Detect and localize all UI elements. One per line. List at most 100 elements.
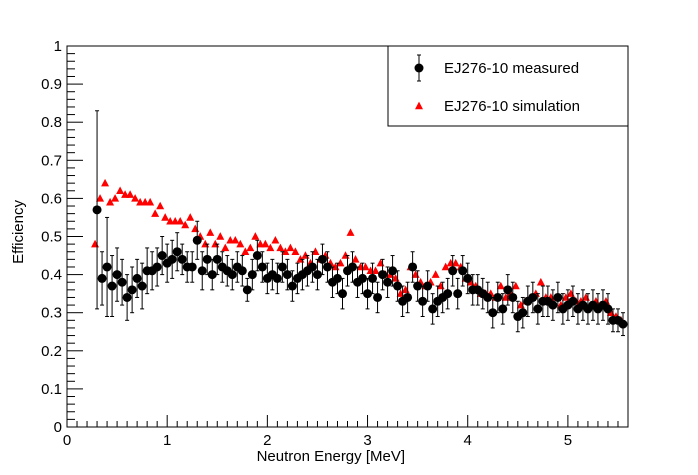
measured-point [418, 285, 428, 318]
measured-point [132, 258, 142, 298]
measured-marker [137, 281, 147, 291]
simulation-point [301, 251, 310, 259]
measured-marker [553, 292, 563, 302]
x-axis-title: Neutron Energy [MeV] [257, 448, 405, 465]
simulation-point [536, 277, 545, 286]
measured-point [312, 258, 322, 291]
measured-point [568, 285, 578, 318]
measured-marker [277, 262, 287, 272]
measured-marker [237, 266, 247, 276]
measured-point [413, 270, 423, 302]
measured-point [453, 277, 463, 310]
simulation-point [136, 197, 145, 206]
y-tick-label: 0.6 [41, 190, 62, 207]
measured-point [237, 255, 247, 287]
simulation-point [121, 190, 130, 198]
measured-marker [102, 262, 112, 272]
simulation-point [176, 216, 185, 225]
y-axis: 0 0.1 0.2 0.3 0.4 0.5 0.6 0.7 0.8 0.9 1 [41, 38, 83, 436]
measured-point [332, 262, 342, 295]
simulation-point [166, 216, 175, 225]
simulation-point [511, 281, 520, 290]
measured-point [337, 277, 347, 310]
measured-marker [117, 277, 127, 287]
measured-marker [157, 251, 167, 261]
simulation-point [156, 201, 165, 210]
measured-point [423, 270, 433, 302]
measured-point [508, 281, 518, 314]
measured-point [493, 281, 503, 314]
simulation-point [341, 251, 350, 259]
measured-marker [212, 254, 222, 264]
simulation-point [241, 247, 250, 255]
simulation-point [441, 262, 450, 271]
legend-item-measured: EJ276-10 measured [414, 54, 579, 82]
measured-point [393, 270, 403, 302]
measured-marker [287, 281, 297, 291]
measured-point [322, 251, 332, 283]
measured-marker [152, 262, 162, 272]
measured-marker [493, 292, 503, 302]
measured-point [167, 239, 177, 279]
measured-marker [167, 254, 177, 264]
measured-marker [107, 281, 117, 291]
legend-item-simulation: EJ276-10 simulation [415, 98, 580, 115]
measured-point [272, 262, 282, 295]
y-tick-label: 0.4 [41, 267, 62, 284]
measured-point [122, 274, 132, 321]
simulation-point [336, 258, 345, 267]
measured-marker [242, 285, 252, 295]
measured-point [368, 262, 378, 295]
simulation-point [161, 213, 170, 221]
simulation-point [116, 186, 125, 195]
simulation-point [266, 243, 275, 252]
simulation-point [206, 228, 215, 236]
measured-marker [257, 262, 267, 272]
plot-area [66, 45, 629, 428]
measured-point [102, 216, 112, 318]
measured-point [227, 258, 237, 291]
measured-marker [368, 273, 378, 283]
measured-point [152, 247, 162, 287]
measured-marker [177, 254, 187, 264]
measured-marker [358, 273, 368, 283]
simulation-point [371, 266, 380, 275]
measured-marker [312, 270, 322, 280]
simulation-point [496, 281, 505, 290]
x-tick-label: 1 [163, 432, 171, 449]
measured-point [498, 293, 508, 325]
legend: EJ276-10 measured EJ276-10 simulation [387, 45, 629, 127]
measured-marker [247, 270, 257, 280]
measured-marker [227, 270, 237, 280]
measured-point [207, 258, 217, 291]
measured-point [177, 243, 187, 276]
series-measured [92, 110, 628, 337]
measured-marker [187, 262, 197, 272]
measured-marker [528, 292, 538, 302]
x-tick-label: 2 [263, 432, 271, 449]
x-axis: 0 1 2 3 4 5 [63, 415, 629, 449]
measured-point [127, 266, 137, 314]
simulation-point [346, 228, 355, 236]
legend-triangle-marker [415, 101, 423, 110]
measured-point [157, 236, 167, 276]
measured-point [192, 220, 202, 260]
measured-point [458, 255, 468, 287]
measured-marker [317, 254, 327, 264]
measured-point [317, 243, 327, 276]
legend-label-simulation: EJ276-10 simulation [444, 98, 580, 115]
y-tick-label: 0.8 [41, 114, 62, 131]
x-tick-label: 0 [63, 432, 71, 449]
simulation-point [231, 235, 240, 244]
measured-marker [132, 273, 142, 283]
measured-marker [97, 273, 107, 283]
measured-marker [383, 277, 393, 287]
simulation-point [256, 239, 265, 248]
measured-marker [388, 266, 398, 276]
legend-label-measured: EJ276-10 measured [444, 60, 579, 77]
measured-marker [568, 296, 578, 306]
simulation-point [106, 197, 115, 206]
measured-marker [373, 292, 383, 302]
measured-point [117, 258, 127, 306]
